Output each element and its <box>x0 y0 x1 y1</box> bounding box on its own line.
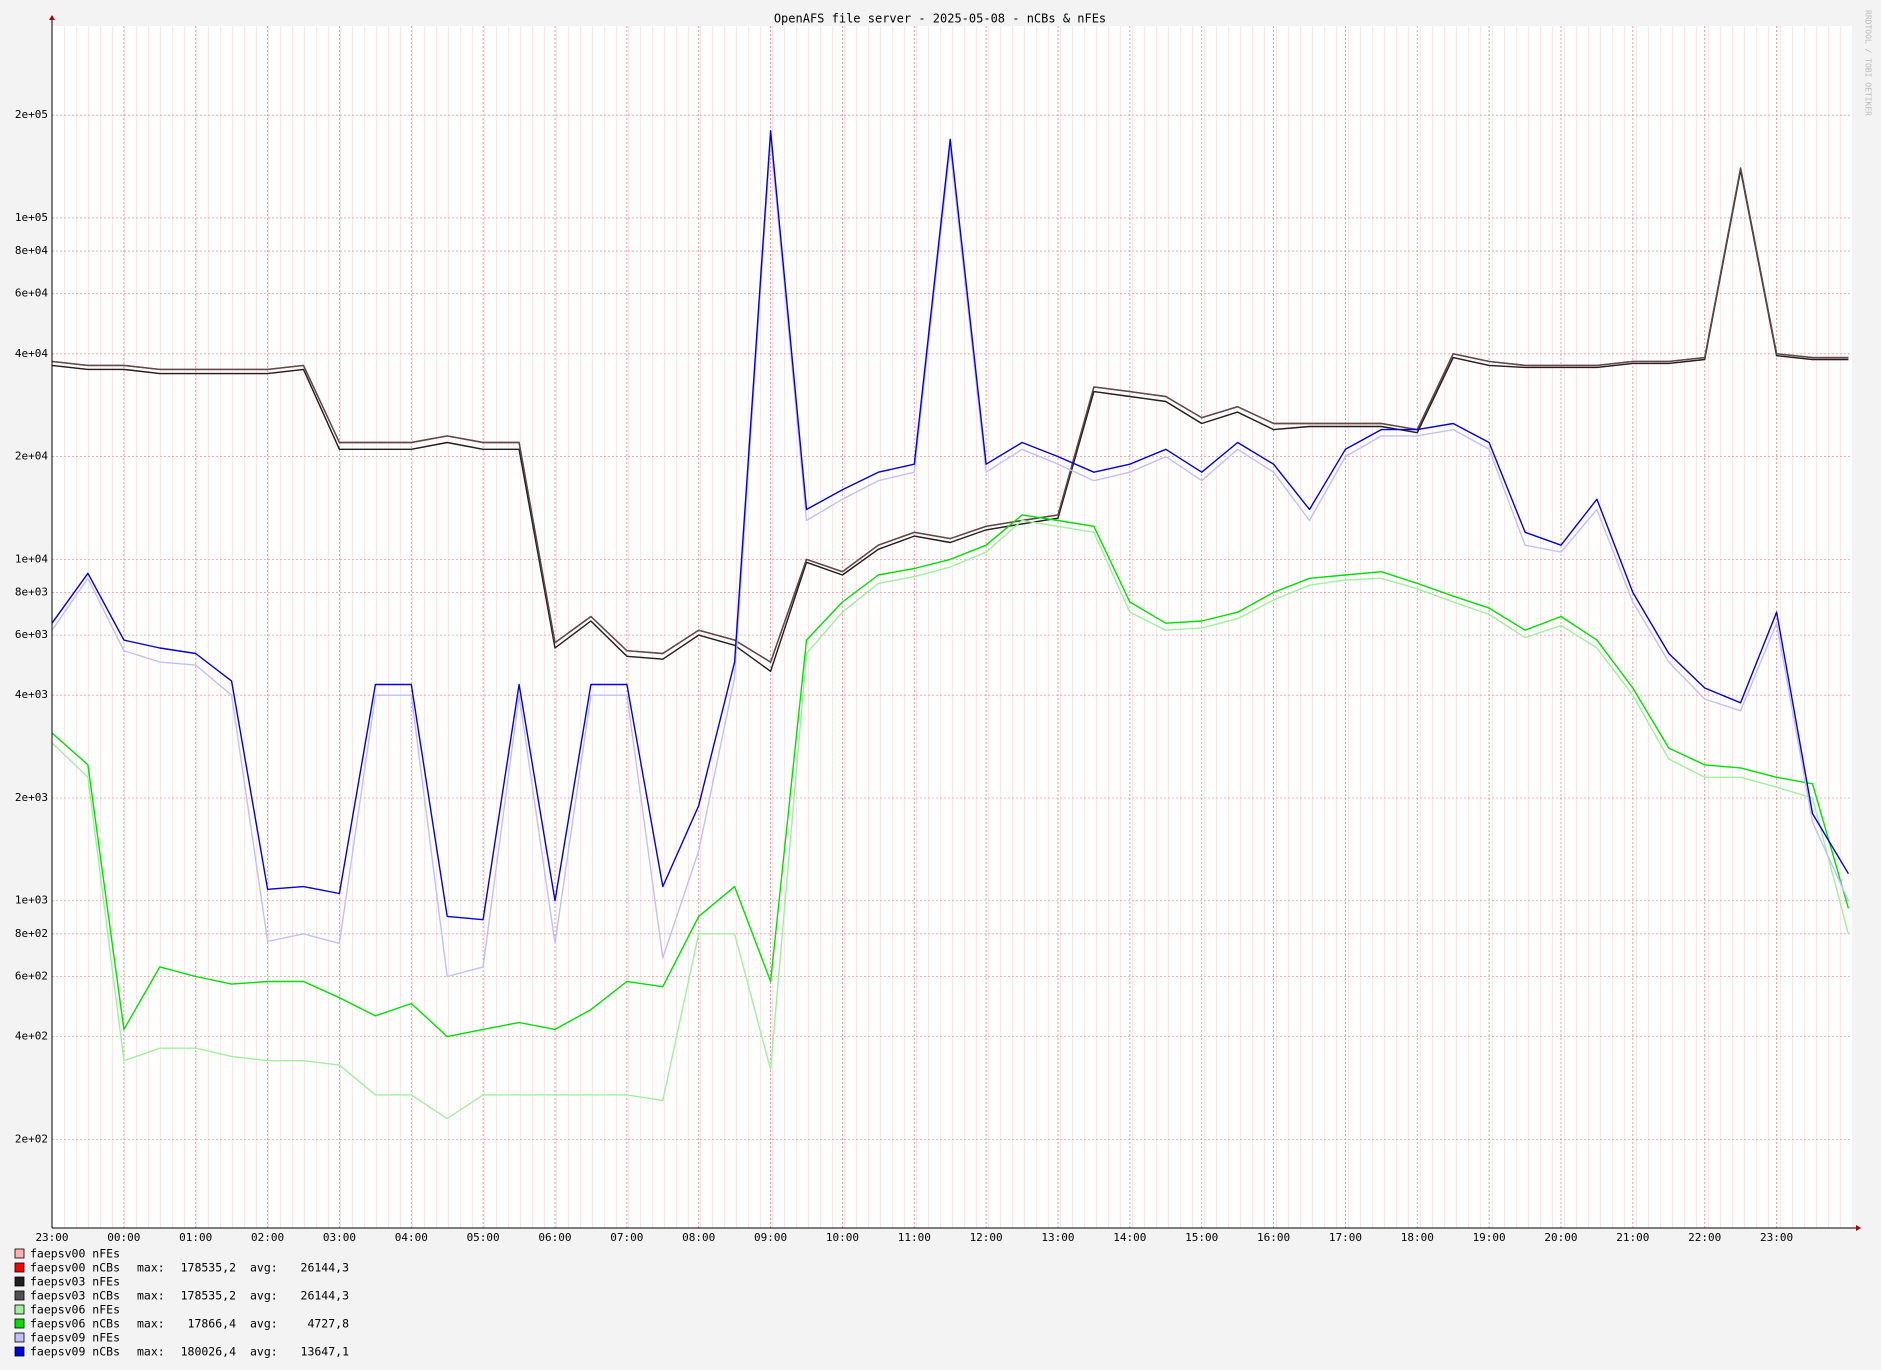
y-tick-label: 2e+05 <box>15 108 48 121</box>
x-tick-label: 17:00 <box>1329 1231 1362 1244</box>
stat-value: 178535,2 <box>181 1289 236 1303</box>
x-tick-label: 19:00 <box>1473 1231 1506 1244</box>
y-tick-label: 2e+02 <box>15 1132 48 1145</box>
x-tick-label: 22:00 <box>1688 1231 1721 1244</box>
series-line <box>51 519 1850 1120</box>
y-tick-label: 8e+04 <box>15 244 48 257</box>
x-tick-label: 16:00 <box>1257 1231 1290 1244</box>
stat-label: max: <box>137 1289 165 1303</box>
y-tick-label: 4e+04 <box>15 347 48 360</box>
y-tick-label: 6e+02 <box>15 969 48 982</box>
x-tick-label: 23:00 <box>1760 1231 1793 1244</box>
y-tick-label: 4e+03 <box>15 688 48 701</box>
y-tick-label: 2e+04 <box>15 450 48 463</box>
y-axis-arrow <box>49 15 55 20</box>
series-line <box>51 130 1850 921</box>
stat-value: 4727,8 <box>307 1317 349 1331</box>
legend-label: faepsv06 nFEs <box>30 1303 120 1317</box>
stat-label: avg: <box>250 1317 278 1331</box>
x-tick-label: 23:00 <box>35 1231 68 1244</box>
stat-value: 26144,3 <box>301 1289 350 1303</box>
legend-swatch <box>14 1262 25 1273</box>
legend-swatch <box>14 1304 25 1315</box>
x-tick-label: 09:00 <box>754 1231 787 1244</box>
x-tick-label: 01:00 <box>179 1231 212 1244</box>
x-tick-label: 15:00 <box>1185 1231 1218 1244</box>
minor-grid <box>52 26 1852 1228</box>
legend-label: faepsv06 nCBs <box>30 1317 120 1331</box>
series-line <box>51 138 1850 978</box>
stat-label: avg: <box>250 1289 278 1303</box>
stat-value: 180026,4 <box>181 1345 236 1359</box>
y-tick-label: 8e+03 <box>15 585 48 598</box>
x-tick-label: 06:00 <box>538 1231 571 1244</box>
stat-label: max: <box>137 1345 165 1359</box>
y-tick-label: 6e+03 <box>15 628 48 641</box>
x-tick-label: 07:00 <box>610 1231 643 1244</box>
stat-label: avg: <box>250 1345 278 1359</box>
legend-label: faepsv09 nFEs <box>30 1331 120 1345</box>
axes: 2e+02 4e+02 6e+02 8e+02 1e+03 2e+03 4e+03 6e+03… <box>15 15 1861 1244</box>
y-tick-label: 2e+03 <box>15 791 48 804</box>
x-tick-label: 14:00 <box>1113 1231 1146 1244</box>
x-tick-label: 08:00 <box>682 1231 715 1244</box>
legend-label: faepsv00 nFEs <box>30 1247 120 1261</box>
x-tick-label: 20:00 <box>1544 1231 1577 1244</box>
x-tick-label: 18:00 <box>1401 1231 1434 1244</box>
stat-value: 17866,4 <box>188 1317 237 1331</box>
x-tick-label: 13:00 <box>1041 1231 1074 1244</box>
legend-swatch <box>14 1248 25 1259</box>
x-tick-label: 11:00 <box>898 1231 931 1244</box>
legend-swatch <box>14 1276 25 1287</box>
legend-label: faepsv03 nCBs <box>30 1289 120 1303</box>
legend-label: faepsv03 nFEs <box>30 1275 120 1289</box>
series-line <box>51 514 1850 1038</box>
stat-label: max: <box>137 1317 165 1331</box>
x-tick-label: 12:00 <box>970 1231 1003 1244</box>
stat-label: max: <box>137 1261 165 1275</box>
legend-swatch <box>14 1318 25 1329</box>
y-tick-label: 6e+04 <box>15 287 48 300</box>
stat-value: 13647,1 <box>301 1345 350 1359</box>
series-line <box>51 169 1849 672</box>
series-line <box>51 167 1849 663</box>
x-axis-arrow <box>1856 1225 1861 1231</box>
y-tick-label: 8e+02 <box>15 927 48 940</box>
x-tick-label: 00:00 <box>107 1231 140 1244</box>
y-tick-label: 4e+02 <box>15 1030 48 1043</box>
stat-value: 178535,2 <box>181 1261 236 1275</box>
lines <box>51 130 1850 1120</box>
watermark: RRDTOOL / TOBI OETIKER <box>1864 10 1873 116</box>
x-tick-label: 02:00 <box>251 1231 284 1244</box>
legend-swatch <box>14 1290 25 1301</box>
y-tick-label: 1e+04 <box>15 552 48 565</box>
legend-swatch <box>14 1332 25 1343</box>
legend-label: faepsv09 nCBs <box>30 1345 120 1359</box>
stat-label: avg: <box>250 1261 278 1275</box>
y-tick-label: 1e+03 <box>15 894 48 907</box>
legend-label: faepsv00 nCBs <box>30 1261 120 1275</box>
chart-title: OpenAFS file server - 2025-05-08 - nCBs … <box>774 12 1106 26</box>
legend-swatch <box>14 1346 25 1357</box>
x-tick-label: 05:00 <box>467 1231 500 1244</box>
x-tick-label: 03:00 <box>323 1231 356 1244</box>
x-tick-label: 21:00 <box>1616 1231 1649 1244</box>
y-tick-label: 1e+05 <box>15 211 48 224</box>
stat-value: 26144,3 <box>301 1261 350 1275</box>
x-tick-label: 10:00 <box>826 1231 859 1244</box>
x-tick-label: 04:00 <box>395 1231 428 1244</box>
